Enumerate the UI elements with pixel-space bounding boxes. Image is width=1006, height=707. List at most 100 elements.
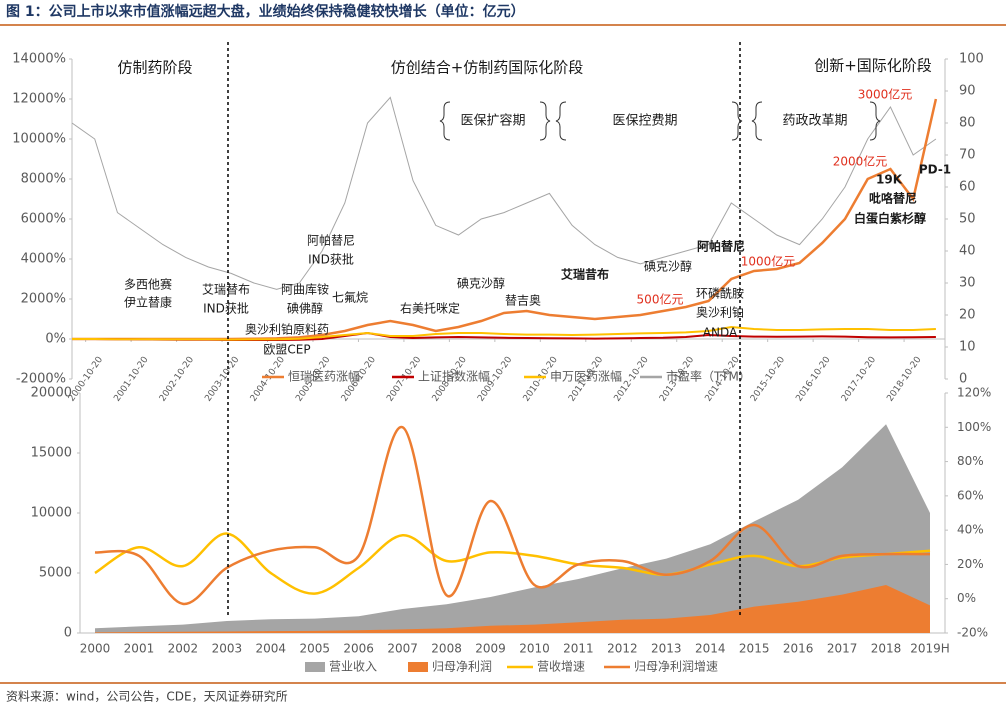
title: 图 1：公司上市以来市值涨幅远超大盘，业绩始终保持稳健较快增长（单位：亿元） [6,3,525,20]
series-line [72,98,938,341]
brace [555,101,567,141]
brace [869,101,881,141]
annotation: 19K [876,173,903,187]
y-tick-label: 15000 [31,446,72,461]
brace [439,101,451,141]
annotation: 医保控费期 [612,114,677,129]
y-tick-label: 12000% [12,92,66,107]
x-tick-label: 2010 [519,642,550,656]
y2-tick-label: 90 [959,84,976,99]
y2-tick-label: 20% [957,557,984,571]
y2-tick-label: 120% [957,386,991,400]
y2-tick-label: 70 [959,148,976,163]
y2-tick-label: 0% [957,591,976,605]
y-tick-label: 10000 [31,506,72,521]
source: 资料来源：wind，公司公告，CDE，天风证券研究所 [6,689,288,704]
annotation: 仿创结合+仿制药国际化阶段 [391,59,584,77]
x-tick-label: 2013 [651,642,682,656]
plots: -2000%0%2000%4000%6000%8000%10000%12000%… [12,52,991,674]
x-tick-label: 2019H [910,642,950,656]
y2-tick-label: 80 [959,116,976,131]
x-tick-label: 2017 [827,642,858,656]
y-tick-label: 0% [45,332,66,347]
x-tick-label: 2003-10-20 [203,355,241,404]
series-line [71,96,937,290]
y-tick-label: 2000% [21,292,66,307]
annotation: 右美托咪定 [400,301,460,316]
annotation: 创新+国际化阶段 [814,57,932,75]
legend-label: 上证指数涨幅 [418,369,490,384]
legend-swatch [305,662,325,672]
x-tick-label: 2007 [387,642,418,656]
x-tick-label: 2004 [256,642,287,656]
annotation: 500亿元 [637,292,684,307]
y2-tick-label: 80% [957,454,984,468]
x-tick-label: 2003 [212,642,243,656]
y-tick-label: 14000% [12,52,66,67]
y2-tick-label: 60 [959,180,976,195]
annotation: 1000亿元 [741,254,796,269]
annotation: 药政改革期 [782,114,847,129]
legend-label: 市盈率（TTM） [666,369,751,384]
x-tick-label: 2017-10-20 [840,355,878,404]
x-tick-label: 2005 [299,642,330,656]
y2-tick-label: 30 [959,276,976,291]
x-tick-label: 2016-10-20 [794,355,832,404]
area [95,424,930,633]
annotation: 奥沙利铂原料药 [245,322,329,337]
legend-label: 归母净利润增速 [634,660,718,674]
braces [439,101,881,141]
annotation: 碘克沙醇 [457,276,505,291]
annotation: 七氟烷 [332,291,368,305]
x-tick-label: 2000-10-20 [67,355,105,404]
annotation: ANDA [703,326,738,340]
annotation: 艾瑞替布 [202,283,250,297]
brace [731,101,743,141]
y2-tick-label: 100 [959,52,984,67]
y2-tick-label: 40% [957,523,984,537]
y-tick-label: 0 [64,626,72,641]
annotation: 医保扩容期 [460,113,525,129]
series-line [94,426,931,606]
annotation: 吡咯替尼 [869,191,917,206]
y-tick-label: 5000 [39,566,72,581]
x-tick-label: 2001-10-20 [112,355,150,404]
annotation: 奥沙利铂 [696,305,744,320]
annotation: 2000亿元 [833,154,888,169]
y2-tick-label: 0 [959,372,967,387]
x-tick-label: 2002 [168,642,199,656]
area [95,585,930,633]
x-tick-label: 2015 [739,642,770,656]
x-tick-label: 2012 [607,642,638,656]
y2-tick-label: 10 [959,340,976,355]
annotation: PD-1 [919,163,951,177]
annotation: 替吉奥 [505,294,541,308]
legend-label: 恒瑞医药涨幅 [288,369,360,384]
x-tick-label: 2011 [563,642,594,656]
y2-tick-label: 60% [957,488,984,502]
x-tick-label: 2014 [695,642,726,656]
series-line [94,532,931,595]
annotation: 3000亿元 [858,87,913,102]
annotation: 阿帕替尼 [307,233,355,248]
annotation: IND获批 [308,252,354,267]
annotation: IND获批 [203,301,249,316]
x-tick-label: 2015-10-20 [749,355,787,404]
annotation: 仿制药阶段 [117,59,192,77]
brace [539,101,551,141]
y2-tick-label: 20 [959,308,976,323]
annotation: 阿曲库铵 [281,282,329,297]
x-tick-label: 2009 [475,642,506,656]
x-tick-label: 2001 [124,642,155,656]
x-tick-label: 2004-10-20 [249,355,287,404]
legend-label: 营业收入 [329,660,377,674]
x-tick-label: 2006 [343,642,374,656]
x-tick-label: 2008 [431,642,462,656]
legend-label: 营收增速 [537,660,585,674]
x-tick-label: 2016 [783,642,814,656]
annotation: 阿帕替尼 [697,239,745,254]
y2-tick-label: -20% [957,626,988,640]
y-tick-label: 4000% [21,252,66,267]
y2-tick-label: 50 [959,212,976,227]
